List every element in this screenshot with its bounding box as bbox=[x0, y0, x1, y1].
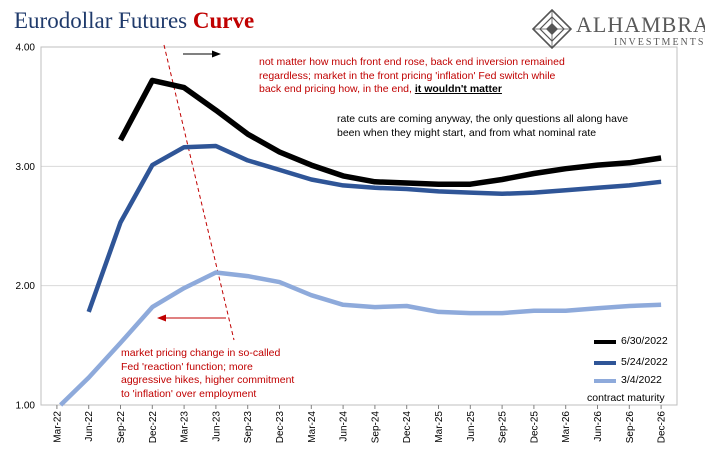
x-tick-label: Jun-25 bbox=[466, 411, 477, 442]
legend-label-3-4-2022: 3/4/2022 bbox=[621, 374, 662, 386]
annotation-back-end-line1: not matter how much front end rose, back… bbox=[259, 56, 565, 70]
annotation-back-end-line3-pre: back end pricing how, in the end, bbox=[259, 83, 412, 95]
arrow-left-icon bbox=[157, 315, 166, 322]
x-tick-label: Mar-22 bbox=[52, 411, 63, 443]
x-tick-label: Jun-24 bbox=[339, 411, 350, 442]
alhambra-logo: ALHAMBRA INVESTMENTS bbox=[528, 8, 700, 50]
annotation-rate-cuts-line2: been when they might start, and from wha… bbox=[337, 127, 628, 141]
x-tick-label: Sep-24 bbox=[370, 411, 381, 444]
annotation-reaction-line2: Fed 'reaction' function; more bbox=[121, 361, 294, 375]
annotation-reaction-function: market pricing change in so-called Fed '… bbox=[121, 347, 294, 401]
x-tick-label: Sep-26 bbox=[625, 411, 636, 444]
x-tick-label: Dec-26 bbox=[657, 411, 668, 444]
legend-item-3-4-2022: 3/4/2022 bbox=[621, 374, 662, 386]
x-tick-label: Mar-25 bbox=[434, 411, 445, 443]
legend-swatch-6-30-2022 bbox=[594, 340, 616, 344]
legend-swatch-5-24-2022 bbox=[594, 361, 616, 365]
annotation-back-end-line2: regardless; market in the front pricing … bbox=[259, 70, 565, 84]
x-tick-label: Dec-22 bbox=[148, 411, 159, 444]
x-tick-label: Dec-25 bbox=[529, 411, 540, 444]
legend-item-5-24-2022: 5/24/2022 bbox=[621, 356, 668, 368]
logo-name: ALHAMBRA bbox=[576, 12, 705, 38]
legend-label-6-30-2022: 6/30/2022 bbox=[621, 335, 668, 347]
annotation-reaction-line4: to 'inflation' over employment bbox=[121, 388, 294, 402]
annotation-rate-cuts-line1: rate cuts are coming anyway, the only qu… bbox=[337, 113, 628, 127]
y-tick-label: 2.00 bbox=[16, 281, 36, 292]
annotation-back-end: not matter how much front end rose, back… bbox=[259, 56, 565, 97]
x-tick-label: Jun-23 bbox=[211, 411, 222, 442]
chart-title: Eurodollar Futures Curve bbox=[14, 8, 254, 34]
annotation-back-end-emphasis: it wouldn't matter bbox=[415, 83, 502, 95]
y-tick-label: 3.00 bbox=[16, 162, 36, 173]
y-tick-label: 4.00 bbox=[16, 43, 36, 54]
x-tick-label: Mar-26 bbox=[561, 411, 572, 443]
x-tick-label: Sep-25 bbox=[498, 411, 509, 444]
x-tick-label: Dec-23 bbox=[275, 411, 286, 444]
x-tick-label: Dec-24 bbox=[402, 411, 413, 444]
series-line-5-24-2022 bbox=[89, 146, 661, 312]
chart-title-accent: Curve bbox=[193, 8, 254, 33]
x-tick-label: Mar-24 bbox=[307, 411, 318, 443]
legend-swatch-3-4-2022 bbox=[594, 379, 616, 383]
x-tick-label: Jun-22 bbox=[84, 411, 95, 442]
annotation-reaction-line3: aggressive hikes, higher commitment bbox=[121, 374, 294, 388]
logo-subtitle: INVESTMENTS bbox=[614, 37, 705, 48]
x-tick-label: Jun-26 bbox=[593, 411, 604, 442]
x-tick-label: Sep-22 bbox=[116, 411, 127, 444]
x-axis-title: contract maturity bbox=[587, 392, 665, 404]
chart-title-main: Eurodollar Futures bbox=[14, 8, 187, 33]
legend-item-6-30-2022: 6/30/2022 bbox=[621, 335, 668, 347]
diamond-logo-icon bbox=[532, 9, 572, 49]
annotation-rate-cuts: rate cuts are coming anyway, the only qu… bbox=[337, 113, 628, 140]
annotation-back-end-line3: back end pricing how, in the end, it wou… bbox=[259, 83, 565, 97]
arrow-right-icon bbox=[212, 51, 221, 58]
x-tick-label: Mar-23 bbox=[180, 411, 191, 443]
annotation-reaction-line1: market pricing change in so-called bbox=[121, 347, 294, 361]
x-tick-label: Sep-23 bbox=[243, 411, 254, 444]
legend-label-5-24-2022: 5/24/2022 bbox=[621, 356, 668, 368]
y-tick-label: 1.00 bbox=[16, 401, 36, 412]
